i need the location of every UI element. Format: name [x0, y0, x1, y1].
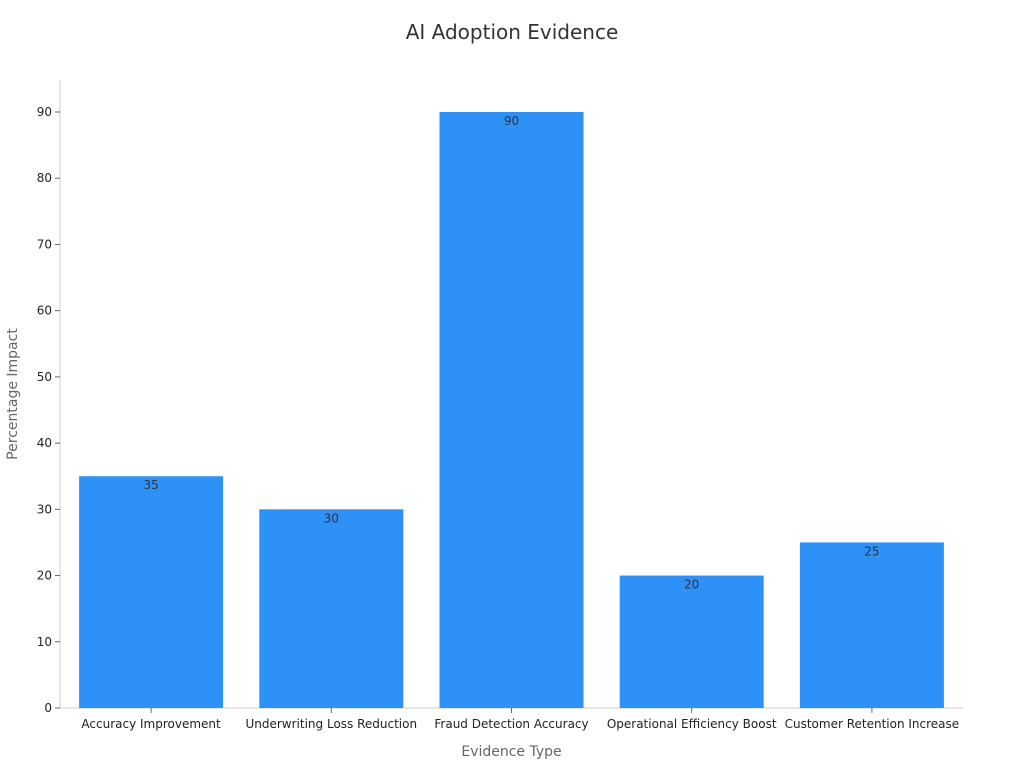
- x-tick-label: Customer Retention Increase: [785, 717, 960, 731]
- x-tick-label: Accuracy Improvement: [81, 717, 221, 731]
- chart-title: AI Adoption Evidence: [405, 20, 619, 44]
- y-tick-label: 90: [37, 105, 52, 119]
- x-tick-label: Operational Efficiency Boost: [607, 717, 777, 731]
- data-label: 35: [143, 478, 158, 492]
- y-tick-label: 50: [37, 370, 52, 384]
- x-axis-title: Evidence Type: [461, 744, 561, 760]
- y-tick-label: 80: [37, 171, 52, 185]
- data-label: 25: [864, 544, 879, 558]
- bar: [439, 112, 584, 708]
- y-tick-label: 0: [44, 701, 52, 715]
- y-axis: 0 10 20 30 40 50 60 70 80 90: [37, 80, 61, 715]
- y-tick-label: 40: [37, 436, 52, 450]
- x-tick-label: Underwriting Loss Reduction: [245, 717, 417, 731]
- bar: [79, 476, 224, 708]
- bar: [799, 542, 944, 708]
- y-tick-label: 60: [37, 304, 52, 318]
- data-label: 30: [324, 511, 339, 525]
- bars: [79, 112, 944, 708]
- y-tick-label: 70: [37, 237, 52, 251]
- x-tick-label: Fraud Detection Accuracy: [434, 717, 588, 731]
- bar: [619, 575, 764, 708]
- x-axis: Accuracy Improvement Underwriting Loss Re…: [60, 707, 963, 731]
- data-labels: 35 30 90 20 25: [143, 114, 879, 592]
- data-label: 90: [504, 114, 519, 128]
- bar: [259, 509, 404, 708]
- y-tick-label: 10: [37, 635, 52, 649]
- y-axis-title: Percentage Impact: [5, 328, 21, 460]
- data-label: 20: [684, 578, 699, 592]
- y-tick-label: 20: [37, 569, 52, 583]
- y-tick-label: 30: [37, 502, 52, 516]
